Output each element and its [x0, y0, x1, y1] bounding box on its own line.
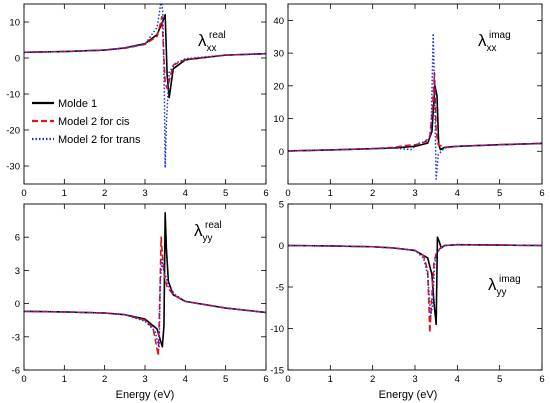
- x-axis-label-bottom-right: Energy (eV): [379, 389, 438, 401]
- panel-label-sup: imag: [499, 274, 521, 285]
- x-tick-label: 6: [263, 188, 268, 199]
- x-tick-label: 1: [328, 188, 333, 199]
- series-line-dotted: [288, 32, 542, 180]
- x-tick-label: 0: [21, 188, 26, 199]
- series-line-solid: [24, 212, 266, 348]
- y-tick-label: 40: [273, 16, 284, 27]
- y-tick-label: 20: [273, 81, 284, 92]
- y-tick-label: -15: [270, 366, 284, 377]
- series-line-solid: [288, 85, 542, 152]
- series-line-solid: [24, 14, 266, 99]
- x-tick-label: 6: [539, 188, 544, 199]
- x-tick-label: 2: [370, 188, 375, 199]
- panel-label: λxx: [478, 31, 497, 54]
- series-line-dashed: [288, 71, 542, 152]
- legend-label: Model 2 for cis: [58, 116, 130, 128]
- legend: Molde 1 Model 2 for cis Model 2 for trans: [32, 98, 141, 146]
- series-line-dotted: [24, 258, 266, 349]
- panel-label: λyy: [488, 275, 507, 298]
- x-tick-label: 4: [455, 374, 460, 385]
- panel-label: λxx: [198, 31, 217, 54]
- y-tick-label: 10: [9, 18, 20, 29]
- x-tick-label: 2: [102, 374, 107, 385]
- x-tick-label: 6: [263, 374, 268, 385]
- y-tick-label: -10: [6, 90, 20, 101]
- y-tick-label: 0: [15, 54, 20, 65]
- plot-frame: [287, 203, 543, 371]
- x-tick-label: 0: [285, 374, 290, 385]
- y-tick-label: 5: [279, 200, 284, 211]
- y-tick-label: 0: [279, 147, 284, 158]
- y-tick-label: -5: [276, 283, 284, 294]
- plot-frame: [23, 3, 267, 185]
- y-tick-label: 0: [15, 299, 20, 310]
- x-tick-label: 5: [497, 374, 502, 385]
- series-line-dotted: [24, 4, 266, 169]
- x-tick-label: 4: [183, 374, 188, 385]
- x-tick-label: 5: [223, 374, 228, 385]
- x-tick-label: 3: [142, 374, 147, 385]
- x-tick-label: 0: [285, 188, 290, 199]
- x-tick-label: 1: [62, 188, 67, 199]
- legend-label: Molde 1: [58, 98, 97, 110]
- x-tick-label: 4: [183, 188, 188, 199]
- x-tick-label: 2: [102, 188, 107, 199]
- series-line-dashed: [24, 236, 266, 357]
- panel-label-sup: imag: [489, 30, 511, 41]
- panel-label-sup: real: [205, 220, 222, 231]
- x-tick-label: 0: [21, 374, 26, 385]
- y-tick-label: -6: [12, 366, 20, 377]
- y-tick-label: 3: [15, 266, 20, 277]
- series-line-dashed: [24, 15, 266, 90]
- y-tick-label: -30: [6, 162, 20, 173]
- y-tick-label: -3: [12, 332, 20, 343]
- y-tick-label: 0: [279, 241, 284, 252]
- x-tick-label: 5: [223, 188, 228, 199]
- x-tick-label: 1: [62, 374, 67, 385]
- x-tick-label: 6: [539, 374, 544, 385]
- panel-label: λyy: [194, 221, 213, 244]
- y-tick-label: -20: [6, 126, 20, 137]
- legend-label: Model 2 for trans: [58, 134, 141, 146]
- y-tick-label: 30: [273, 49, 284, 60]
- x-tick-label: 4: [455, 188, 460, 199]
- plot-frame: [23, 203, 267, 371]
- x-tick-label: 3: [412, 374, 417, 385]
- x-tick-label: 5: [497, 188, 502, 199]
- plot-frame: [287, 3, 543, 185]
- x-axis-label-bottom-left: Energy (eV): [116, 389, 175, 401]
- x-tick-label: 1: [328, 374, 333, 385]
- series-line-dotted: [288, 243, 542, 317]
- y-tick-label: 6: [15, 233, 20, 244]
- x-tick-label: 3: [142, 188, 147, 199]
- panel-label-sup: real: [209, 30, 226, 41]
- x-tick-label: 2: [370, 374, 375, 385]
- y-tick-label: 10: [273, 114, 284, 125]
- x-tick-label: 3: [412, 188, 417, 199]
- y-tick-label: -10: [270, 324, 284, 335]
